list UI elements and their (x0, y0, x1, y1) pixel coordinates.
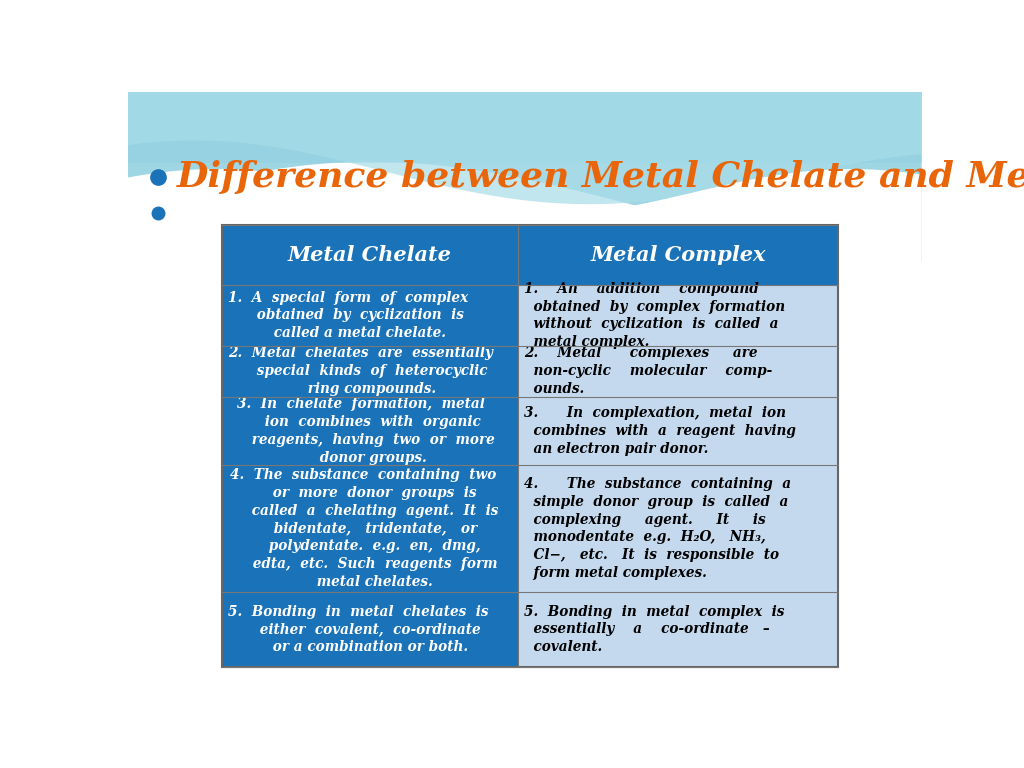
Bar (517, 346, 839, 397)
Text: 5.  Bonding  in  metal  chelates  is
     either  covalent,  co-ordinate
     or: 5. Bonding in metal chelates is either c… (228, 604, 488, 654)
Polygon shape (128, 92, 922, 199)
Text: 3.      In  complexation,  metal  ion
  combines  with  a  reagent  having
  an : 3. In complexation, metal ion combines w… (524, 406, 796, 456)
Bar (517, 465, 839, 591)
Text: 1.    An    addition    compound
  obtained  by  complex  formation
  without  c: 1. An addition compound obtained by comp… (524, 282, 785, 349)
Bar (221, 465, 517, 591)
Bar (517, 591, 839, 667)
Bar (221, 397, 517, 465)
Bar (221, 225, 839, 667)
Text: 5.  Bonding  in  metal  complex  is
  essentially    a    co-ordinate   –
  cova: 5. Bonding in metal complex is essential… (524, 604, 784, 654)
Bar (221, 346, 517, 397)
Polygon shape (128, 92, 922, 204)
Bar (517, 286, 839, 346)
Text: 3.  In  chelate  formation,  metal
     ion  combines  with  organic
     reagen: 3. In chelate formation, metal ion combi… (228, 397, 495, 465)
Text: Metal Chelate: Metal Chelate (288, 245, 452, 265)
Text: 2.  Metal  chelates  are  essentially
     special  kinds  of  heterocyclic
    : 2. Metal chelates are essentially specia… (228, 346, 493, 396)
Polygon shape (128, 169, 922, 684)
Text: 2.    Metal      complexes     are
  non-cyclic    molecular    comp-
  ounds.: 2. Metal complexes are non-cyclic molecu… (524, 346, 772, 396)
Bar (221, 591, 517, 667)
Bar (517, 225, 839, 286)
Bar (221, 225, 517, 286)
Text: 4.  The  substance  containing  two
     or  more  donor  groups  is
     called: 4. The substance containing two or more … (228, 468, 499, 589)
Text: Difference between Metal Chelate and Metal Complex: Difference between Metal Chelate and Met… (177, 161, 1024, 194)
Text: Metal Complex: Metal Complex (590, 245, 766, 265)
Bar (517, 397, 839, 465)
Polygon shape (128, 163, 922, 684)
Text: 1.  A  special  form  of  complex
     obtained  by  cyclization  is
     called: 1. A special form of complex obtained by… (228, 290, 468, 340)
Polygon shape (128, 92, 922, 261)
Text: 4.      The  substance  containing  a
  simple  donor  group  is  called  a
  co: 4. The substance containing a simple don… (524, 477, 792, 580)
Bar (221, 286, 517, 346)
